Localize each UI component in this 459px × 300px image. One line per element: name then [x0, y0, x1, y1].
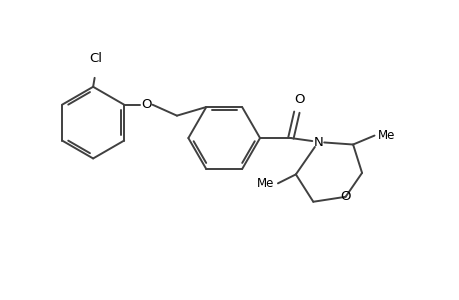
- Text: Me: Me: [377, 129, 394, 142]
- Text: O: O: [293, 93, 304, 106]
- Text: Cl: Cl: [89, 52, 102, 65]
- Text: O: O: [340, 190, 350, 203]
- Text: O: O: [140, 98, 151, 111]
- Text: Me: Me: [256, 177, 274, 190]
- Text: N: N: [313, 136, 322, 148]
